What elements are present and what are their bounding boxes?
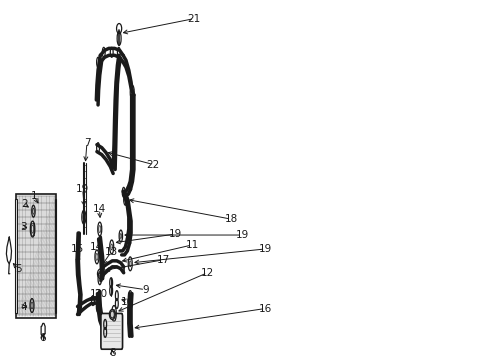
- Text: 11: 11: [185, 240, 198, 250]
- Bar: [55, 199, 57, 314]
- Text: 3: 3: [20, 222, 27, 232]
- Text: 15: 15: [70, 244, 83, 254]
- Ellipse shape: [109, 310, 115, 319]
- Text: 20: 20: [94, 289, 107, 298]
- Text: 22: 22: [146, 159, 160, 170]
- Text: 19: 19: [258, 244, 271, 254]
- Text: 21: 21: [187, 14, 201, 23]
- Text: 7: 7: [83, 138, 90, 148]
- Text: 5: 5: [15, 264, 21, 274]
- Text: 17: 17: [156, 255, 169, 265]
- Text: 13: 13: [104, 247, 118, 257]
- Text: 12: 12: [201, 268, 214, 278]
- Text: 14: 14: [93, 204, 106, 214]
- Bar: [16, 194, 56, 319]
- Text: 9: 9: [142, 285, 148, 294]
- Text: 18: 18: [224, 214, 238, 224]
- Text: 2: 2: [21, 199, 28, 209]
- FancyBboxPatch shape: [101, 314, 122, 349]
- Text: 1: 1: [31, 191, 38, 201]
- Text: 19: 19: [76, 184, 89, 194]
- Text: 10: 10: [121, 297, 134, 307]
- Text: 8: 8: [109, 348, 115, 358]
- Bar: [16, 199, 17, 314]
- Text: 14: 14: [90, 242, 103, 252]
- Text: 16: 16: [258, 303, 271, 314]
- Text: 12: 12: [89, 289, 102, 298]
- Text: 19: 19: [168, 229, 182, 239]
- Text: 6: 6: [40, 333, 46, 343]
- Text: 19: 19: [235, 230, 248, 240]
- Text: 4: 4: [20, 302, 27, 311]
